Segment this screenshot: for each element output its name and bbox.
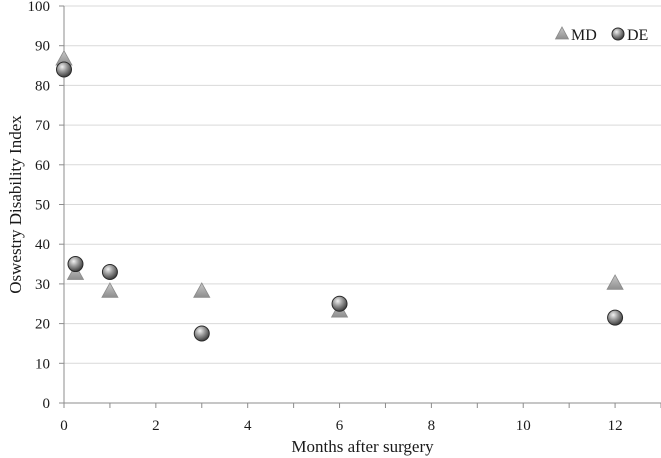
x-tick-label: 0 <box>60 418 68 434</box>
y-tick-label: 100 <box>28 0 51 15</box>
y-tick-label: 40 <box>35 237 50 253</box>
data-point-de <box>331 295 348 312</box>
x-tick-label: 4 <box>244 418 252 434</box>
data-point-de <box>193 325 210 342</box>
data-point-de <box>67 256 84 273</box>
x-tick-label: 2 <box>152 418 160 434</box>
data-points <box>55 49 624 342</box>
data-point-de <box>101 263 118 280</box>
y-tick-label: 30 <box>35 277 50 293</box>
x-tick-label: 6 <box>336 418 344 434</box>
axes <box>59 5 661 408</box>
data-point-de <box>607 309 624 326</box>
data-point-md <box>66 264 85 280</box>
x-tick-label: 10 <box>516 418 531 434</box>
x-tick-label: 12 <box>608 418 623 434</box>
legend-de-circle-marker <box>611 27 625 41</box>
data-point-md <box>193 282 211 298</box>
y-tick-label: 60 <box>35 158 50 174</box>
y-tick-label: 80 <box>35 78 50 94</box>
y-axis-title: Oswestry Disability Index <box>6 115 25 294</box>
y-tick-label: 0 <box>43 396 51 412</box>
y-tick-label: 20 <box>35 317 50 333</box>
legend-item-de: DE <box>611 27 648 44</box>
legend-md-label: MD <box>571 27 597 44</box>
x-tick-label: 8 <box>428 418 436 434</box>
tick-labels: 0 10 20 30 40 50 60 70 80 90 100 0 2 4 6 8 10 12 <box>28 0 623 434</box>
data-point-de <box>56 61 72 78</box>
legend-item-md: MD <box>554 26 597 44</box>
legend-de-label: DE <box>627 27 648 44</box>
legend: MD DE <box>554 26 648 44</box>
y-tick-label: 50 <box>35 198 50 214</box>
data-point-md <box>101 282 119 298</box>
y-tick-label: 10 <box>35 356 50 372</box>
legend-md-triangle-marker <box>554 26 570 40</box>
y-tick-label: 70 <box>35 118 50 134</box>
x-axis-title: Months after surgery <box>291 437 434 456</box>
data-point-md <box>606 274 624 290</box>
y-tick-label: 90 <box>35 39 50 55</box>
gridlines <box>64 5 661 364</box>
